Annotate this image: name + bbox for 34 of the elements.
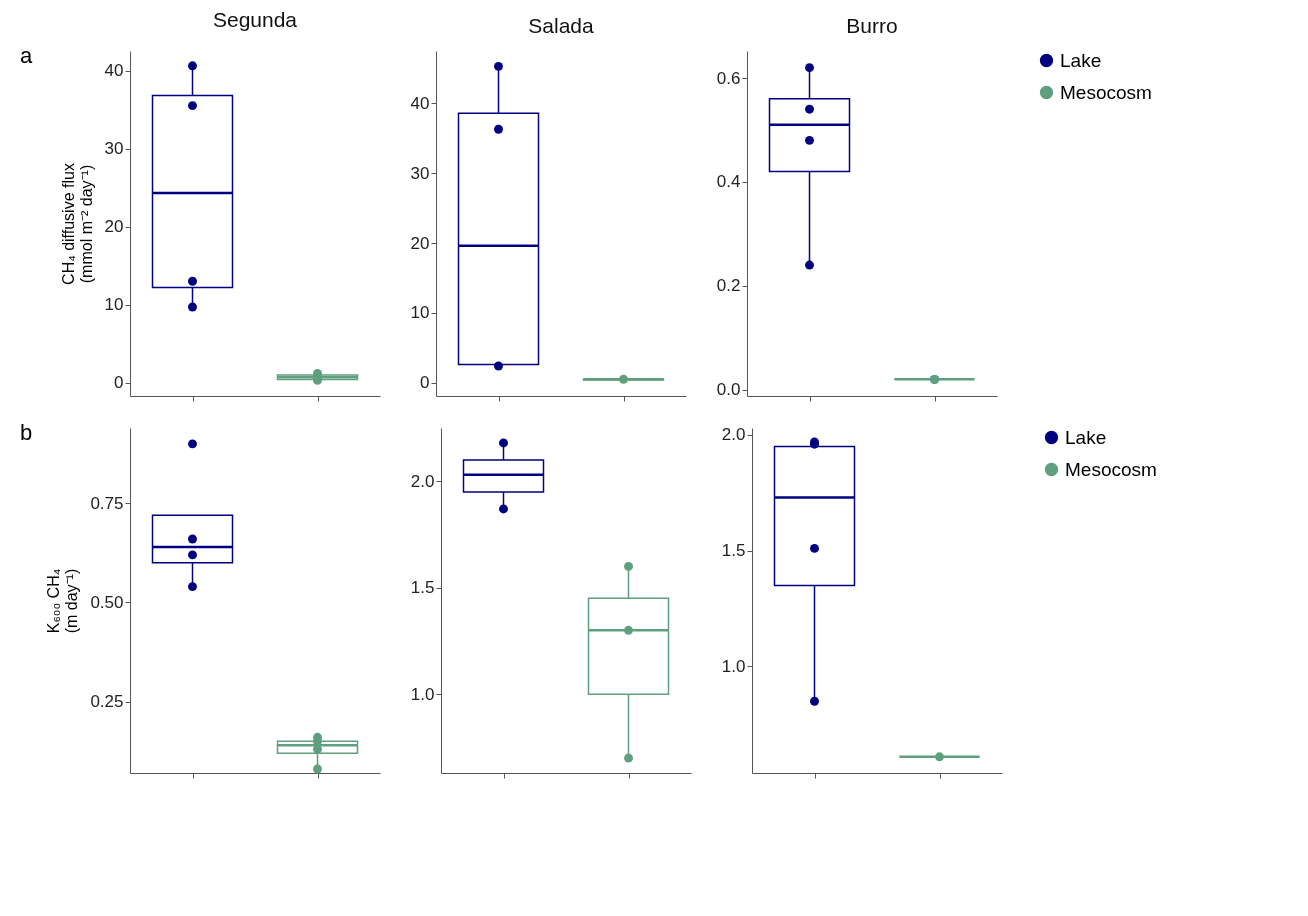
y-tick-label: 0.75 — [90, 493, 124, 513]
chart-title: Segunda — [212, 8, 298, 31]
y-tick-label: 0.0 — [716, 380, 741, 400]
y-tick-label: 20 — [410, 233, 430, 253]
y-tick-label: 30 — [410, 163, 430, 183]
y-tick-label: 10 — [104, 295, 124, 315]
y-tick-label: 0.25 — [90, 692, 124, 712]
y-tick-label: 2.0 — [410, 471, 435, 491]
y-tick-label: 20 — [104, 217, 124, 237]
legend-label: Mesocosm — [1060, 81, 1152, 103]
y-tick-label: 0.2 — [716, 276, 741, 296]
y-tick-label: 1.0 — [410, 684, 435, 704]
legend-label: Mesocosm — [1065, 458, 1157, 480]
y-tick-label: 10 — [410, 303, 430, 323]
y-tick-label: 1.5 — [410, 578, 435, 598]
y-tick-label: 0.6 — [716, 68, 741, 88]
chart-title: Burro — [846, 14, 898, 37]
y-tick-label: 1.0 — [721, 656, 746, 676]
y-tick-label: 0 — [114, 373, 124, 393]
y-tick-label: 40 — [104, 61, 124, 81]
y-tick-label: 30 — [104, 139, 124, 159]
legend-label: Lake — [1065, 426, 1107, 448]
y-tick-label: 40 — [410, 93, 430, 113]
chart-title: Salada — [528, 14, 595, 37]
text: b — [20, 420, 33, 445]
y-tick-label: 1.5 — [721, 541, 746, 561]
y-tick-label: 0.4 — [716, 172, 741, 192]
legend-label: Lake — [1060, 49, 1102, 71]
y-tick-label: 0.50 — [90, 592, 124, 612]
y-tick-label: 2.0 — [721, 425, 746, 445]
y-axis-title: CH₄ diffusive flux (mmol m⁻² day⁻¹) — [59, 163, 95, 285]
y-axis-title: K₆₀₀ CH₄ (m day⁻¹) — [45, 568, 81, 634]
y-tick-label: 0 — [420, 373, 430, 393]
text: a — [20, 43, 33, 68]
